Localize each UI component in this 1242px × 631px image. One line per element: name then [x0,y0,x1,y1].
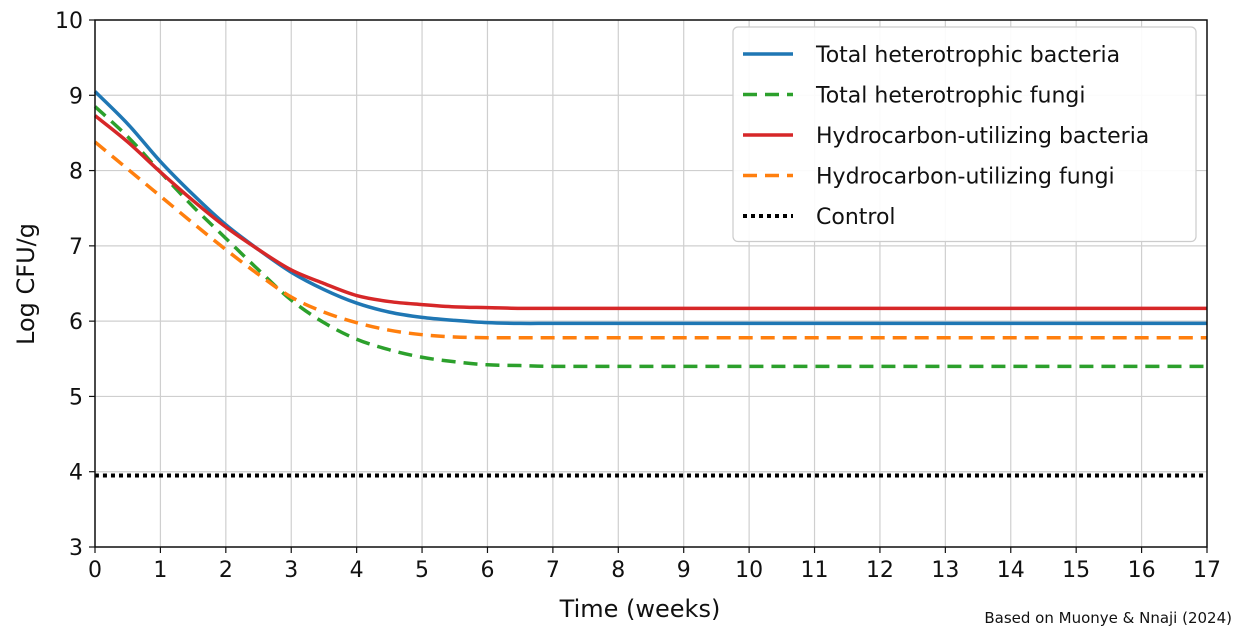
y-tick-label: 6 [69,310,83,335]
y-tick-label: 9 [69,84,83,109]
x-tick-label: 2 [219,558,233,583]
x-tick-label: 11 [801,558,829,583]
legend-entry: Total heterotrophic fungi [815,84,1086,109]
legend-entry: Control [816,205,896,230]
x-tick-label: 9 [677,558,691,583]
x-tick-label: 3 [284,558,298,583]
x-tick-label: 8 [611,558,625,583]
plot-frame [94,19,1208,548]
y-axis-ticks: 3 4 5 6 7 8 9 10 [55,9,95,561]
y-axis-label: Log CFU/g [12,223,40,345]
x-tick-label: 10 [735,558,763,583]
x-tick-label: 4 [350,558,364,583]
source-annotation: Based on Muonye & Nnaji (2024) [984,609,1232,627]
series-line-hydrocarbon-utilizing-fungi [93,140,1207,340]
x-tick-label: 14 [997,558,1025,583]
x-axis-ticks: 0 1 2 3 4 5 6 7 8 9 10 11 12 13 14 15 16 17 [88,547,1221,583]
legend: Total heterotrophic bacteria Total hetero… [732,26,1197,243]
series-line-total-heterotrophic-fungi [93,105,1207,369]
x-tick-label: 0 [88,558,102,583]
y-tick-label: 10 [55,9,83,34]
y-tick-label: 8 [69,160,83,185]
y-tick-label: 7 [69,235,83,260]
legend-box [732,26,1197,243]
x-tick-label: 6 [480,558,494,583]
x-tick-label: 1 [153,558,167,583]
x-tick-label: 13 [931,558,959,583]
legend-entry: Total heterotrophic bacteria [815,43,1120,68]
y-tick-label: 4 [69,461,83,486]
x-tick-label: 5 [415,558,429,583]
x-axis-label: Time (weeks) [559,595,721,623]
x-tick-label: 7 [546,558,560,583]
y-tick-label: 3 [69,536,83,561]
legend-entry: Hydrocarbon-utilizing bacteria [816,124,1149,149]
legend-entry: Hydrocarbon-utilizing fungi [816,165,1115,190]
x-tick-label: 16 [1128,558,1156,583]
series-line-hydrocarbon-utilizing-bacteria [93,114,1207,311]
series-lines [93,90,1207,478]
x-tick-label: 15 [1062,558,1090,583]
y-tick-label: 5 [69,385,83,410]
x-tick-label: 17 [1193,558,1221,583]
x-tick-label: 12 [866,558,894,583]
